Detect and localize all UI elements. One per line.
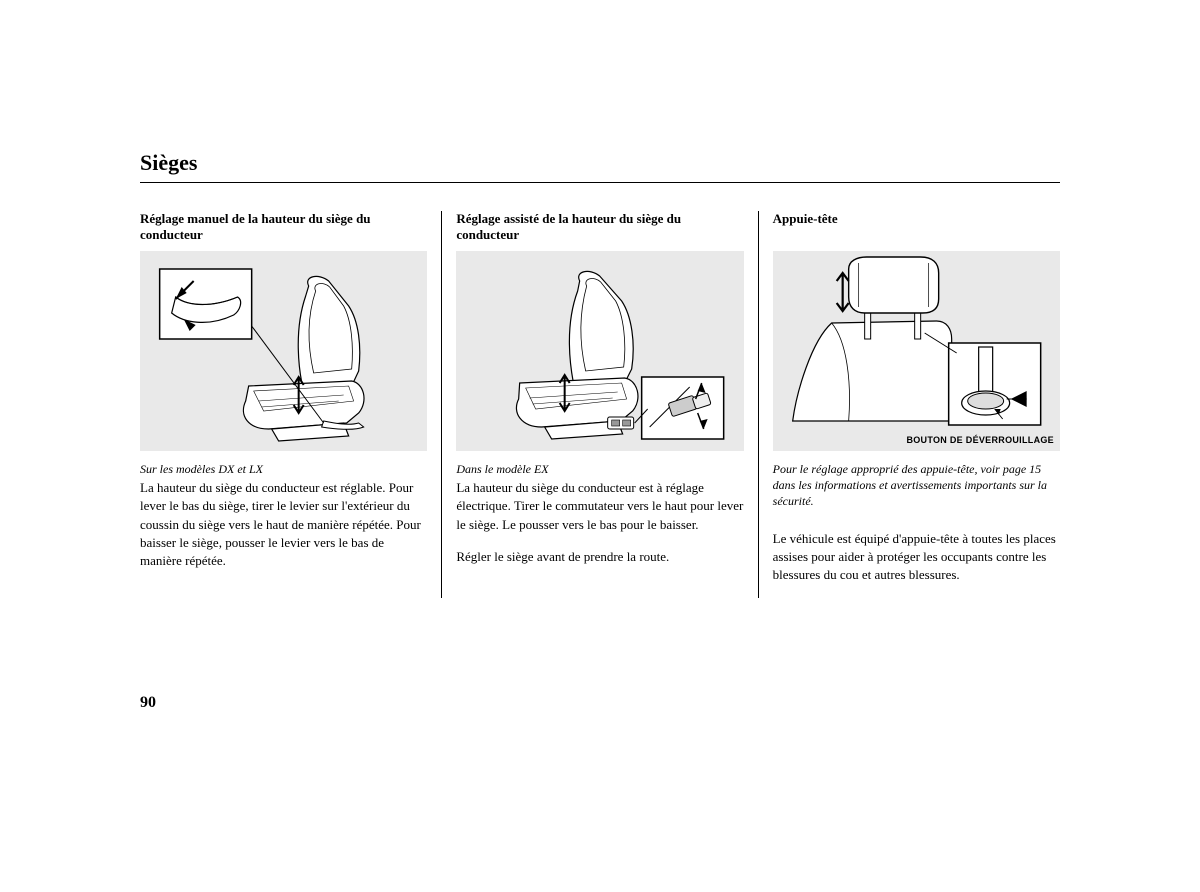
content-columns: Réglage manuel de la hauteur du siège du… <box>140 211 1060 598</box>
col2-heading: Réglage assisté de la hauteur du siège d… <box>456 211 743 245</box>
col1-caption: Sur les modèles DX et LX <box>140 461 427 477</box>
column-power-height: Réglage assisté de la hauteur du siège d… <box>441 211 757 598</box>
col1-heading: Réglage manuel de la hauteur du siège du… <box>140 211 427 245</box>
col2-paragraph-2: Régler le siège avant de prendre la rout… <box>456 548 743 566</box>
col3-paragraph: Le véhicule est équipé d'appuie-tête à t… <box>773 530 1060 585</box>
seat-power-svg <box>456 251 743 451</box>
figure-power-seat-height <box>456 251 743 451</box>
col3-heading: Appuie-tête <box>773 211 1060 245</box>
headrest-callout-label: BOUTON DE DÉVERROUILLAGE <box>906 435 1054 445</box>
figure-manual-seat-height <box>140 251 427 451</box>
headrest-svg <box>773 251 1060 451</box>
col1-paragraph: La hauteur du siège du conducteur est ré… <box>140 479 427 570</box>
col3-caption: Pour le réglage approprié des appuie-têt… <box>773 461 1060 510</box>
page-number: 90 <box>140 694 156 712</box>
seat-manual-svg <box>140 251 427 451</box>
page-title: Sièges <box>140 150 1060 183</box>
col2-paragraph-1: La hauteur du siège du conducteur est à … <box>456 479 743 534</box>
col2-caption: Dans le modèle EX <box>456 461 743 477</box>
manual-page: Sièges Réglage manuel de la hauteur du s… <box>0 0 1200 892</box>
figure-headrest: BOUTON DE DÉVERROUILLAGE <box>773 251 1060 451</box>
column-manual-height: Réglage manuel de la hauteur du siège du… <box>140 211 441 598</box>
column-headrest: Appuie-tête <box>758 211 1060 598</box>
